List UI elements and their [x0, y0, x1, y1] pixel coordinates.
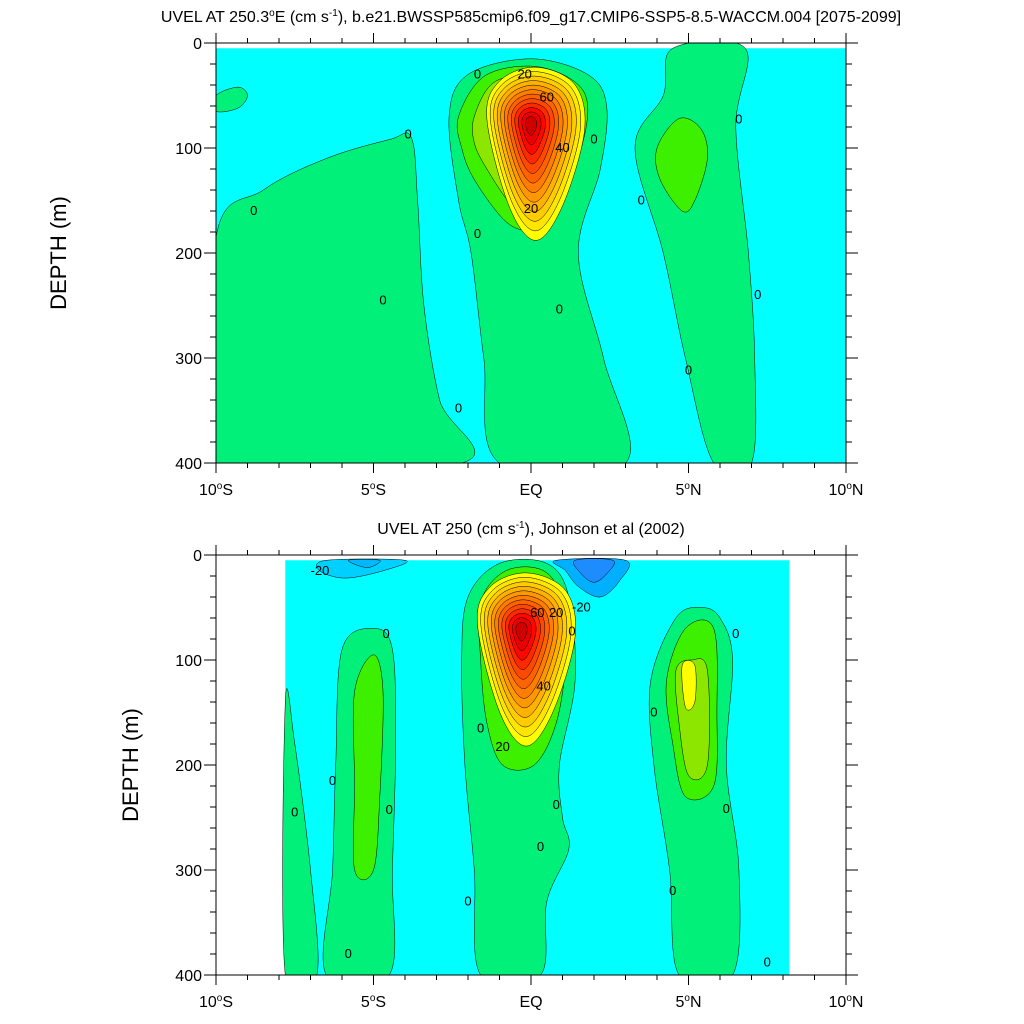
jet-core-contour — [525, 116, 537, 136]
contour-label: 0 — [735, 112, 742, 127]
contour-label: 0 — [329, 773, 336, 788]
contour-label: 40 — [536, 678, 550, 693]
contour-label: 0 — [455, 400, 462, 415]
x-tick-label: 5oN — [675, 481, 701, 499]
contour-label: 0 — [669, 883, 676, 898]
contour-label: 0 — [474, 226, 481, 241]
x-tick-label: 10oN — [829, 481, 864, 499]
x-tick-label: 10oS — [199, 993, 233, 1011]
contour-field — [282, 558, 790, 975]
contour-band — [655, 117, 708, 213]
panel-title: UVEL AT 250.3oE (cm s-1), b.e21.BWSSP585… — [161, 8, 901, 26]
contour-band — [282, 688, 319, 975]
x-tick-label: EQ — [519, 482, 542, 499]
contour-label: 0 — [590, 132, 597, 147]
contour-label: 0 — [732, 626, 739, 641]
contour-band — [216, 86, 248, 113]
contour-label: 20 — [524, 201, 538, 216]
contour-band — [573, 558, 615, 583]
contour-label: 0 — [723, 801, 730, 816]
y-tick-label: 100 — [175, 653, 202, 670]
x-tick-label: 5oS — [361, 993, 386, 1011]
contour-label: 0 — [553, 797, 560, 812]
contour-label: 0 — [379, 292, 386, 307]
contour-band — [348, 559, 381, 568]
contour-label: -20 — [311, 563, 330, 578]
contour-label: 20 — [495, 739, 509, 754]
y-tick-label: 300 — [175, 351, 202, 368]
contour-label: 0 — [556, 302, 563, 317]
x-tick-label: 5oS — [361, 481, 386, 499]
contour-label: 0 — [638, 193, 645, 208]
x-tick-label: 10oN — [829, 993, 864, 1011]
contour-label: 0 — [474, 67, 481, 82]
contour-label: 0 — [477, 720, 484, 735]
x-tick-label: 5oN — [675, 993, 701, 1011]
contour-label: 0 — [685, 363, 692, 378]
observed-uvel-panel: UVEL AT 250 (cm s-1), Johnson et al (200… — [118, 520, 863, 1011]
panel-title: UVEL AT 250 (cm s-1), Johnson et al (200… — [377, 520, 684, 538]
contour-label: 0 — [537, 839, 544, 854]
y-tick-label: 400 — [175, 456, 202, 473]
contour-label: 60 — [530, 605, 544, 620]
x-tick-label: EQ — [519, 994, 542, 1011]
contour-label: 20 — [517, 67, 531, 82]
jet-core-contour — [515, 621, 528, 642]
y-tick-label: 0 — [193, 548, 202, 565]
y-axis-label: DEPTH (m) — [118, 708, 143, 822]
contour-band — [216, 132, 476, 463]
y-tick-label: 100 — [175, 141, 202, 158]
contour-label: 60 — [540, 90, 554, 105]
contour-label: 40 — [555, 140, 569, 155]
contour-label: 0 — [250, 203, 257, 218]
contour-label: 0 — [382, 626, 389, 641]
contour-label: 0 — [650, 705, 657, 720]
contour-band — [316, 558, 408, 579]
contour-label: 20 — [549, 605, 563, 620]
contour-label: 0 — [405, 126, 412, 141]
model-uvel-panel: UVEL AT 250.3oE (cm s-1), b.e21.BWSSP585… — [46, 8, 901, 499]
y-tick-label: 0 — [193, 36, 202, 53]
contour-band — [352, 654, 384, 881]
contour-label: -20 — [572, 600, 591, 615]
contour-labels: 0 20 60 40 0 20 0 0 0 0 0 0 0 0 0 0 — [250, 67, 761, 416]
contour-labels: -20 60 20 -20 0 40 20 0 0 0 0 0 0 0 0 0 0 0 0 0 0 — [291, 563, 771, 970]
contour-label: 0 — [464, 894, 471, 909]
y-tick-label: 400 — [175, 968, 202, 985]
y-tick-label: 200 — [175, 758, 202, 775]
y-axis-label: DEPTH (m) — [46, 196, 71, 310]
contour-label: 0 — [568, 624, 575, 639]
contour-label: 0 — [345, 946, 352, 961]
y-tick-label: 300 — [175, 863, 202, 880]
x-tick-label: 10oS — [199, 481, 233, 499]
contour-label: 0 — [754, 287, 761, 302]
y-tick-label: 200 — [175, 246, 202, 263]
contour-band — [681, 660, 697, 711]
contour-label: 0 — [386, 802, 393, 817]
contour-field — [216, 43, 846, 463]
contour-label: 0 — [764, 954, 771, 969]
contour-label: 0 — [291, 804, 298, 819]
